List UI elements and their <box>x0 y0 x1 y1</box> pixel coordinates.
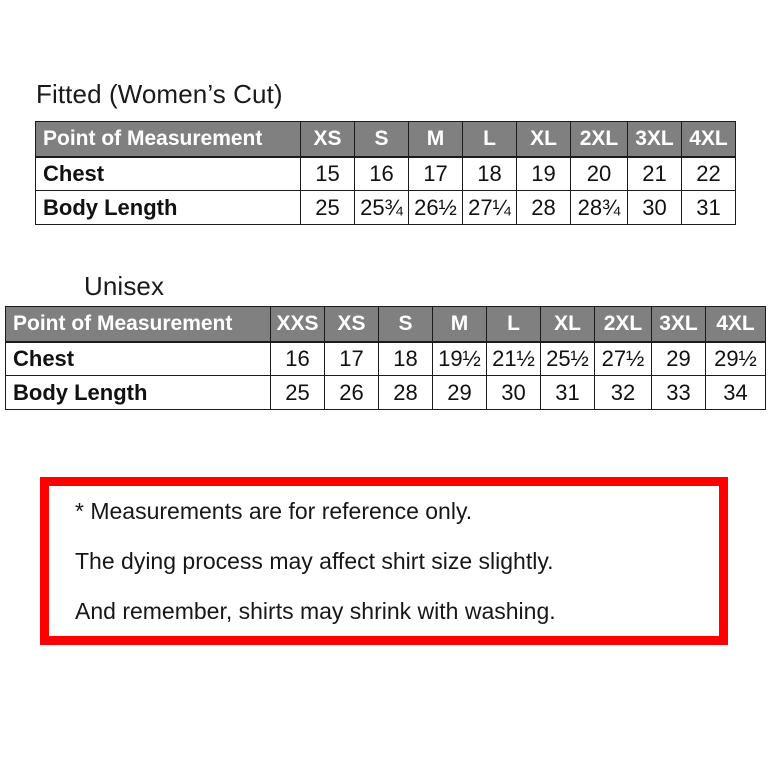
table-row: Chest 15 16 17 18 19 20 21 22 <box>35 156 736 191</box>
measurement-cell: 30 <box>486 375 541 410</box>
note-line: * Measurements are for reference only. <box>75 498 473 524</box>
column-header-size: 2XL <box>570 121 628 158</box>
measurement-cell: 25 <box>270 375 325 410</box>
measurement-cell: 29½ <box>705 341 766 376</box>
row-label: Chest <box>5 341 271 376</box>
measurement-cell: 27¼ <box>462 190 517 225</box>
measurement-cell: 30 <box>627 190 682 225</box>
unisex-size-table: Point of Measurement XXS XS S M L XL 2XL… <box>5 306 766 410</box>
measurement-cell: 26½ <box>408 190 463 225</box>
column-header-size: 3XL <box>651 306 706 343</box>
measurement-cell: 18 <box>378 341 433 376</box>
column-header-size: XL <box>540 306 595 343</box>
measurement-cell: 21 <box>627 156 682 191</box>
measurement-cell: 26 <box>324 375 379 410</box>
measurement-cell: 29 <box>432 375 487 410</box>
measurement-cell: 22 <box>681 156 736 191</box>
column-header-size: L <box>462 121 517 158</box>
measurement-cell: 27½ <box>594 341 652 376</box>
measurement-cell: 17 <box>324 341 379 376</box>
measurement-cell: 21½ <box>486 341 541 376</box>
measurement-cell: 25¾ <box>354 190 409 225</box>
column-header-size: XXS <box>270 306 325 343</box>
column-header-size: S <box>378 306 433 343</box>
note-line: And remember, shirts may shrink with was… <box>75 598 556 624</box>
measurement-cell: 31 <box>681 190 736 225</box>
column-header-size: 2XL <box>594 306 652 343</box>
unisex-chart-title: Unisex <box>84 271 165 301</box>
measurement-cell: 32 <box>594 375 652 410</box>
measurement-cell: 29 <box>651 341 706 376</box>
row-label: Chest <box>35 156 301 191</box>
measurement-cell: 19½ <box>432 341 487 376</box>
measurement-cell: 31 <box>540 375 595 410</box>
measurement-cell: 25½ <box>540 341 595 376</box>
fitted-size-table: Point of Measurement XS S M L XL 2XL 3XL… <box>35 121 736 225</box>
column-header-size: XS <box>324 306 379 343</box>
table-row: Body Length 25 26 28 29 30 31 32 33 34 <box>5 375 766 410</box>
measurement-cell: 28 <box>378 375 433 410</box>
measurement-cell: 20 <box>570 156 628 191</box>
table-row: Body Length 25 25¾ 26½ 27¼ 28 28¾ 30 31 <box>35 190 736 225</box>
column-header-point-of-measurement: Point of Measurement <box>35 121 301 158</box>
column-header-size: 3XL <box>627 121 682 158</box>
measurement-cell: 16 <box>270 341 325 376</box>
column-header-size: M <box>432 306 487 343</box>
measurement-cell: 28 <box>516 190 571 225</box>
measurement-cell: 16 <box>354 156 409 191</box>
column-header-size: M <box>408 121 463 158</box>
column-header-size: 4XL <box>705 306 766 343</box>
table-row: Chest 16 17 18 19½ 21½ 25½ 27½ 29 29½ <box>5 341 766 376</box>
measurement-cell: 33 <box>651 375 706 410</box>
column-header-point-of-measurement: Point of Measurement <box>5 306 271 343</box>
column-header-size: L <box>486 306 541 343</box>
column-header-size: XS <box>300 121 355 158</box>
fitted-chart-title: Fitted (Women’s Cut) <box>36 79 283 109</box>
measurement-cell: 25 <box>300 190 355 225</box>
table-header-row: Point of Measurement XS S M L XL 2XL 3XL… <box>35 121 736 158</box>
measurement-cell: 34 <box>705 375 766 410</box>
column-header-size: S <box>354 121 409 158</box>
note-line: The dying process may affect shirt size … <box>75 548 554 574</box>
table-header-row: Point of Measurement XXS XS S M L XL 2XL… <box>5 306 766 343</box>
measurement-cell: 15 <box>300 156 355 191</box>
column-header-size: 4XL <box>681 121 736 158</box>
measurement-cell: 19 <box>516 156 571 191</box>
measurement-cell: 28¾ <box>570 190 628 225</box>
column-header-size: XL <box>516 121 571 158</box>
row-label: Body Length <box>35 190 301 225</box>
disclaimer-note-box: * Measurements are for reference only. T… <box>40 477 728 645</box>
measurement-cell: 18 <box>462 156 517 191</box>
measurement-cell: 17 <box>408 156 463 191</box>
row-label: Body Length <box>5 375 271 410</box>
